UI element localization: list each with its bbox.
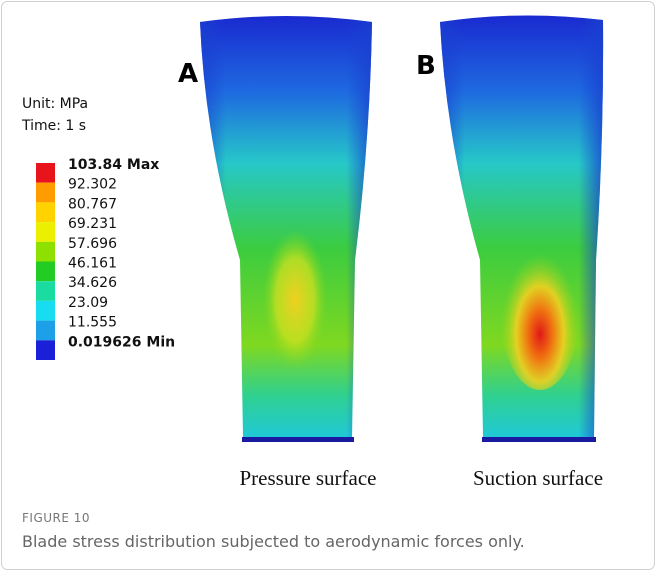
- legend-swatch: [36, 340, 55, 360]
- legend-swatch: [36, 321, 55, 341]
- panel-label: B: [416, 51, 436, 81]
- legend-time: Time: 1 s: [21, 118, 86, 134]
- legend-swatch: [36, 163, 55, 183]
- legend-label: 103.84 Max: [68, 157, 159, 173]
- legend-swatch: [36, 183, 55, 203]
- legend-swatch: [36, 202, 55, 222]
- legend-swatch: [36, 222, 55, 242]
- legend-label: 92.302: [68, 177, 117, 193]
- legend-swatch: [36, 242, 55, 262]
- legend-label: 46.161: [68, 256, 117, 272]
- legend-label: 11.555: [68, 315, 117, 331]
- figure-number: FIGURE 10: [22, 511, 90, 525]
- legend-label: 34.626: [68, 275, 117, 291]
- figure: A B Pressure surface Suction surface Uni…: [0, 0, 656, 571]
- legend-label: 23.09: [68, 295, 108, 311]
- legend-swatch: [36, 281, 55, 301]
- figure-caption: Blade stress distribution subjected to a…: [22, 532, 525, 551]
- legend-label: 80.767: [68, 196, 117, 212]
- panel-label: A: [178, 59, 198, 89]
- panel-caption: Suction surface: [473, 466, 603, 490]
- legend-label: 0.019626 Min: [68, 334, 175, 350]
- legend-unit: Unit: MPa: [22, 96, 88, 112]
- legend-swatch: [36, 301, 55, 321]
- panel-caption: Pressure surface: [239, 466, 376, 490]
- legend-swatch: [36, 262, 55, 282]
- blade-b: [440, 15, 603, 442]
- legend-label: 69.231: [68, 216, 117, 232]
- legend-label: 57.696: [68, 236, 117, 252]
- blade-a: [200, 16, 372, 442]
- legend: 103.84 Max 92.302 80.767 69.231 57.696 46.161…: [36, 157, 175, 360]
